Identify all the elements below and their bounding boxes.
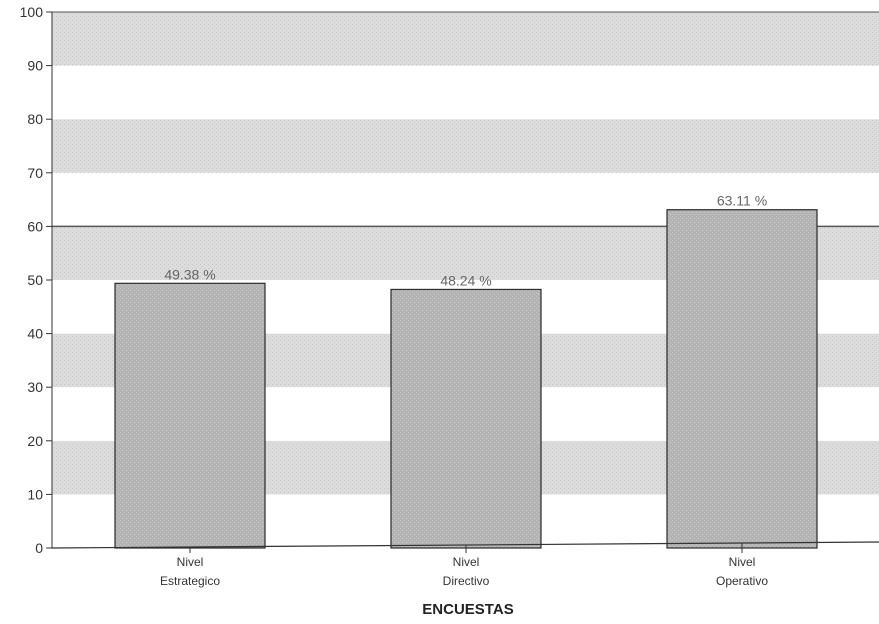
y-tick-label: 90 bbox=[27, 58, 43, 74]
y-tick-label: 100 bbox=[20, 4, 44, 20]
x-tick-label: Directivo bbox=[443, 574, 490, 588]
y-tick-label: 70 bbox=[27, 165, 43, 181]
y-tick-label: 20 bbox=[27, 433, 43, 449]
x-axis-label: ENCUESTAS bbox=[422, 601, 513, 618]
data-label: 48.24 % bbox=[440, 272, 491, 288]
y-tick-label: 30 bbox=[27, 379, 43, 395]
y-tick-label: 60 bbox=[27, 218, 43, 234]
y-tick-label: 10 bbox=[27, 486, 43, 502]
x-tick-label: Nivel bbox=[453, 555, 480, 569]
data-label: 49.38 % bbox=[164, 266, 215, 282]
x-tick-label: Nivel bbox=[177, 555, 204, 569]
bar-texture bbox=[116, 284, 264, 547]
x-tick-label: Nivel bbox=[729, 555, 756, 569]
y-axis: 0 10 20 30 40 50 60 70 80 90 100 bbox=[20, 4, 53, 556]
bars: 49.38 % 48.24 % 63.11 % bbox=[114, 193, 818, 549]
grid-band-texture bbox=[52, 12, 879, 66]
y-tick-label: 50 bbox=[27, 272, 43, 288]
bar-texture bbox=[668, 210, 816, 547]
x-tick-label: Estrategico bbox=[160, 574, 220, 588]
grid-band bbox=[52, 65, 879, 120]
x-tick-label: Operativo bbox=[716, 574, 768, 588]
bar-texture bbox=[392, 290, 540, 547]
y-tick-label: 80 bbox=[27, 111, 43, 127]
y-tick-label: 0 bbox=[35, 540, 43, 556]
data-label: 63.11 % bbox=[717, 193, 767, 209]
x-axis: Nivel Estrategico Nivel Directivo Nivel Opera… bbox=[51, 541, 879, 588]
y-tick-label: 40 bbox=[27, 326, 43, 342]
grid-band-texture bbox=[52, 119, 879, 173]
